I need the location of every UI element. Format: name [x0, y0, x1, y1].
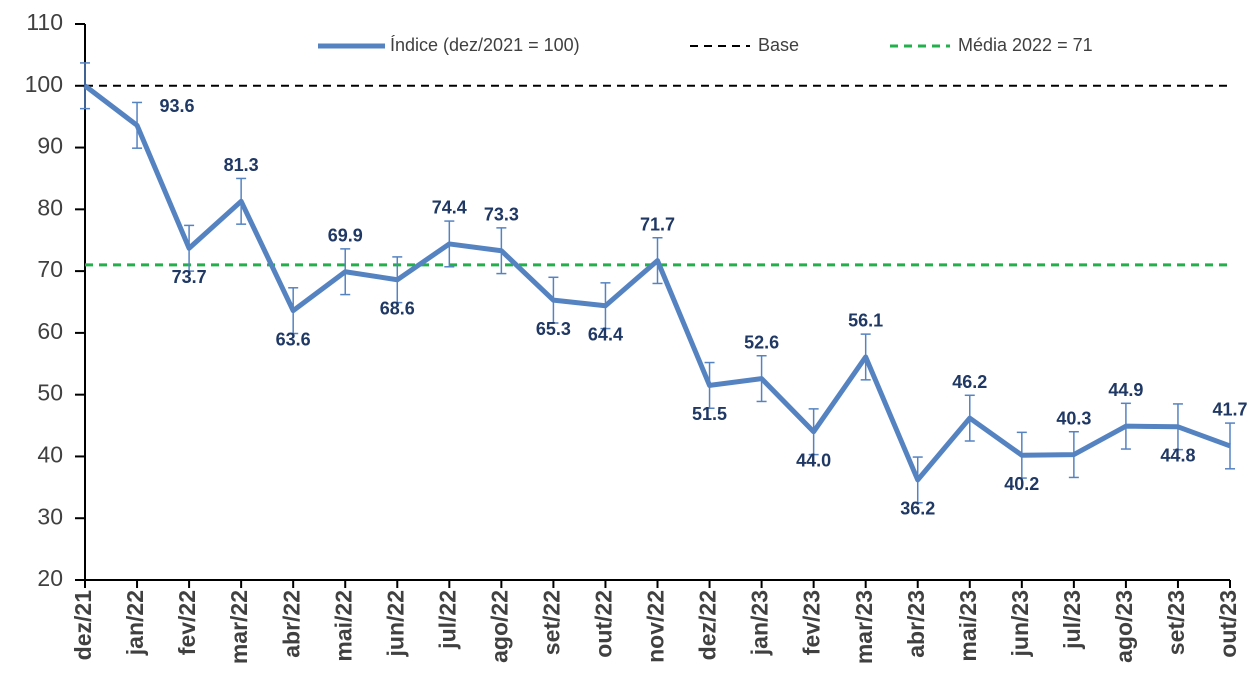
x-tick-label: set/22: [538, 590, 564, 655]
data-label: 71.7: [640, 214, 675, 234]
x-tick-label: jul/23: [1059, 590, 1085, 650]
y-tick-label: 30: [37, 503, 63, 529]
x-tick-label: out/22: [591, 590, 617, 658]
y-tick-label: 60: [37, 318, 63, 344]
x-tick-label: ago/22: [486, 590, 512, 663]
x-tick-label: abr/22: [278, 590, 304, 658]
data-label: 81.3: [224, 155, 259, 175]
x-tick-label: jun/22: [382, 590, 408, 657]
x-tick-label: out/23: [1215, 590, 1241, 658]
x-tick-label: jan/23: [747, 590, 773, 656]
data-label: 64.4: [588, 324, 623, 344]
x-tick-label: jan/22: [122, 590, 148, 656]
legend-label: Média 2022 = 71: [958, 35, 1093, 55]
series-line: [83, 83, 1231, 483]
y-tick-label: 110: [26, 9, 63, 35]
y-tick-label: 70: [37, 256, 63, 282]
data-label: 36.2: [900, 499, 935, 519]
y-tick-label: 80: [37, 194, 63, 220]
x-tick-label: dez/22: [695, 590, 721, 660]
data-label: 69.9: [328, 225, 363, 245]
data-label: 41.7: [1212, 400, 1247, 420]
data-label: 44.8: [1160, 446, 1195, 466]
data-label: 44.9: [1108, 380, 1143, 400]
x-tick-label: fev/23: [799, 590, 825, 655]
data-label: 40.2: [1004, 474, 1039, 494]
y-tick-label: 20: [37, 565, 63, 591]
data-label: 56.1: [848, 311, 883, 331]
data-label: 74.4: [432, 198, 467, 218]
x-tick-label: ago/23: [1111, 590, 1137, 663]
data-label: 46.2: [952, 372, 987, 392]
data-label: 93.6: [160, 96, 195, 116]
data-label: 40.3: [1056, 408, 1091, 428]
y-tick-label: 40: [37, 442, 63, 468]
data-label: 51.5: [692, 404, 727, 424]
data-label: 63.6: [276, 329, 311, 349]
x-tick-label: mai/22: [330, 590, 356, 662]
x-tick-label: nov/22: [643, 590, 669, 663]
y-tick-label: 50: [37, 380, 63, 406]
data-label: 73.3: [484, 204, 519, 224]
data-label: 52.6: [744, 332, 779, 352]
data-label: 65.3: [536, 319, 571, 339]
x-tick-label: dez/21: [70, 590, 96, 661]
y-tick-label: 100: [25, 71, 63, 97]
data-label: 73.7: [172, 267, 207, 287]
x-tick-label: mai/23: [955, 590, 981, 662]
x-tick-label: fev/22: [174, 590, 200, 655]
x-tick-label: jul/22: [434, 590, 460, 650]
x-tick-label: mar/22: [226, 590, 252, 664]
legend-label: Base: [758, 35, 799, 55]
data-label: 44.0: [796, 450, 831, 470]
x-tick-label: jun/23: [1007, 590, 1033, 657]
x-tick-label: mar/23: [851, 590, 877, 664]
x-tick-label: set/23: [1163, 590, 1189, 655]
y-tick-label: 90: [37, 133, 63, 159]
legend-label: Índice (dez/2021 = 100): [390, 35, 580, 55]
x-tick-label: abr/23: [903, 590, 929, 658]
data-label: 68.6: [380, 299, 415, 319]
